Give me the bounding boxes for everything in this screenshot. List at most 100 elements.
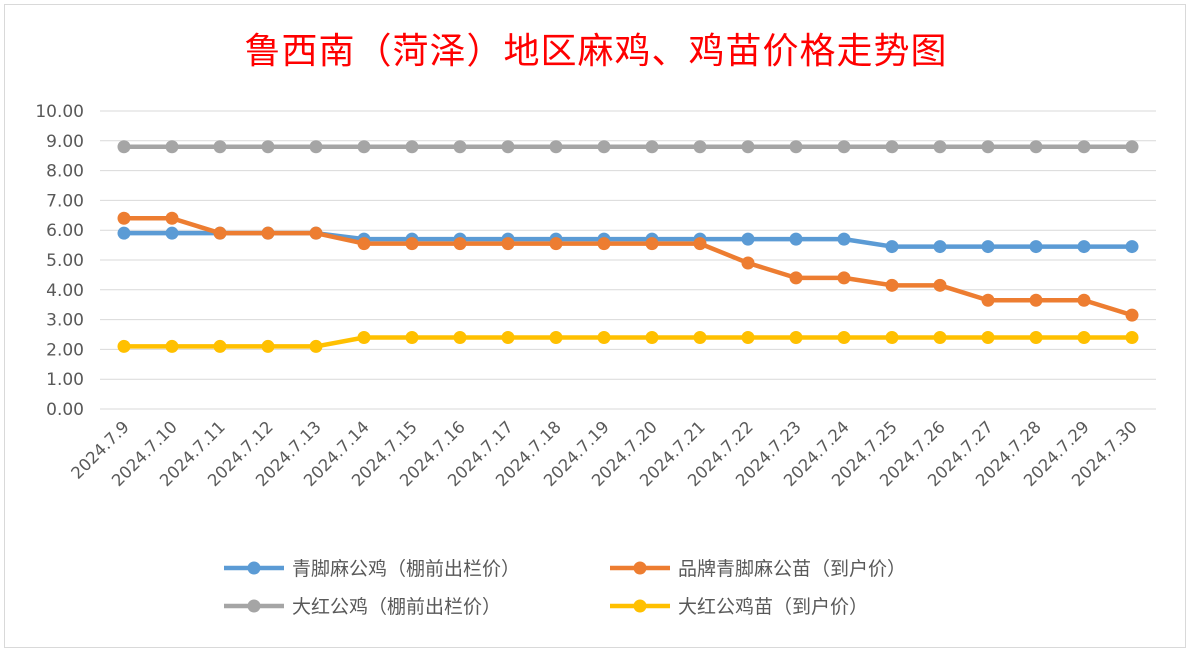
y-tick-label: 4.00 — [46, 281, 84, 301]
data-point — [1077, 330, 1091, 344]
y-tick-label: 5.00 — [46, 251, 84, 271]
data-point — [501, 140, 515, 154]
data-point — [117, 211, 131, 225]
data-point — [981, 330, 995, 344]
data-point — [165, 140, 179, 154]
data-point — [933, 278, 947, 292]
series-lines — [117, 140, 1139, 353]
data-point — [117, 339, 131, 353]
data-point — [981, 140, 995, 154]
data-point — [117, 140, 131, 154]
data-point — [597, 330, 611, 344]
data-point — [213, 339, 227, 353]
data-point — [549, 237, 563, 251]
data-point — [309, 226, 323, 240]
data-point — [789, 140, 803, 154]
data-point — [885, 140, 899, 154]
data-point — [405, 140, 419, 154]
data-point — [645, 140, 659, 154]
legend: 青脚麻公鸡（棚前出栏价） 品牌青脚麻公苗（到户价） 大红公鸡（棚前出栏价） 大红公鸡苗… — [224, 558, 906, 618]
data-point — [1029, 140, 1043, 154]
legend-label: 青脚麻公鸡（棚前出栏价） — [292, 558, 520, 580]
data-point — [165, 211, 179, 225]
data-point — [885, 278, 899, 292]
data-point — [213, 226, 227, 240]
y-axis-ticks: 0.00 1.00 2.00 3.00 4.00 5.00 6.00 7.00 8.00 9.00… — [35, 102, 84, 420]
data-point — [981, 293, 995, 307]
data-point — [1125, 308, 1139, 322]
data-point — [837, 271, 851, 285]
data-point — [1077, 293, 1091, 307]
data-point — [837, 330, 851, 344]
data-point — [693, 237, 707, 251]
y-tick-label: 0.00 — [46, 400, 84, 420]
data-point — [741, 330, 755, 344]
y-tick-label: 10.00 — [35, 102, 84, 122]
legend-swatch-marker — [247, 599, 261, 613]
data-point — [405, 330, 419, 344]
data-point — [261, 226, 275, 240]
data-point — [597, 237, 611, 251]
data-point — [261, 339, 275, 353]
legend-label: 品牌青脚麻公苗（到户价） — [678, 558, 906, 580]
x-axis-ticks: 2024.7.92024.7.102024.7.112024.7.122024.… — [67, 417, 1140, 490]
data-point — [885, 330, 899, 344]
data-point — [165, 226, 179, 240]
data-point — [837, 140, 851, 154]
data-point — [117, 226, 131, 240]
legend-swatch-marker — [633, 561, 647, 575]
data-point — [501, 237, 515, 251]
y-tick-label: 2.00 — [46, 340, 84, 360]
data-point — [741, 232, 755, 246]
data-point — [741, 140, 755, 154]
data-point — [549, 140, 563, 154]
data-point — [309, 339, 323, 353]
series-line — [121, 335, 1135, 349]
gridlines — [100, 110, 1156, 410]
data-point — [261, 140, 275, 154]
data-point — [693, 330, 707, 344]
data-point — [357, 330, 371, 344]
y-tick-label: 9.00 — [46, 132, 84, 152]
data-point — [165, 339, 179, 353]
y-tick-label: 8.00 — [46, 162, 84, 182]
data-point — [1125, 140, 1139, 154]
data-point — [1029, 293, 1043, 307]
data-point — [933, 140, 947, 154]
data-point — [1029, 330, 1043, 344]
series-line — [121, 216, 1135, 318]
data-point — [1029, 240, 1043, 254]
legend-label: 大红公鸡苗（到户价） — [678, 596, 868, 618]
data-point — [645, 237, 659, 251]
data-point — [693, 140, 707, 154]
y-tick-label: 7.00 — [46, 191, 84, 211]
data-point — [1125, 330, 1139, 344]
data-point — [1077, 140, 1091, 154]
data-point — [837, 232, 851, 246]
legend-label: 大红公鸡（棚前出栏价） — [292, 596, 501, 618]
data-point — [933, 240, 947, 254]
y-tick-label: 1.00 — [46, 370, 84, 390]
data-point — [885, 240, 899, 254]
data-point — [597, 140, 611, 154]
data-point — [213, 140, 227, 154]
data-point — [933, 330, 947, 344]
data-point — [453, 140, 467, 154]
data-point — [453, 330, 467, 344]
legend-swatch-marker — [633, 599, 647, 613]
data-point — [549, 330, 563, 344]
data-point — [645, 330, 659, 344]
y-tick-label: 6.00 — [46, 221, 84, 241]
chart-title: 鲁西南（菏泽）地区麻鸡、鸡苗价格走势图 — [244, 31, 948, 72]
data-point — [357, 140, 371, 154]
data-point — [453, 237, 467, 251]
data-point — [501, 330, 515, 344]
data-point — [981, 240, 995, 254]
data-point — [357, 237, 371, 251]
data-point — [789, 232, 803, 246]
data-point — [1077, 240, 1091, 254]
data-point — [741, 256, 755, 270]
data-point — [309, 140, 323, 154]
data-point — [1125, 240, 1139, 254]
